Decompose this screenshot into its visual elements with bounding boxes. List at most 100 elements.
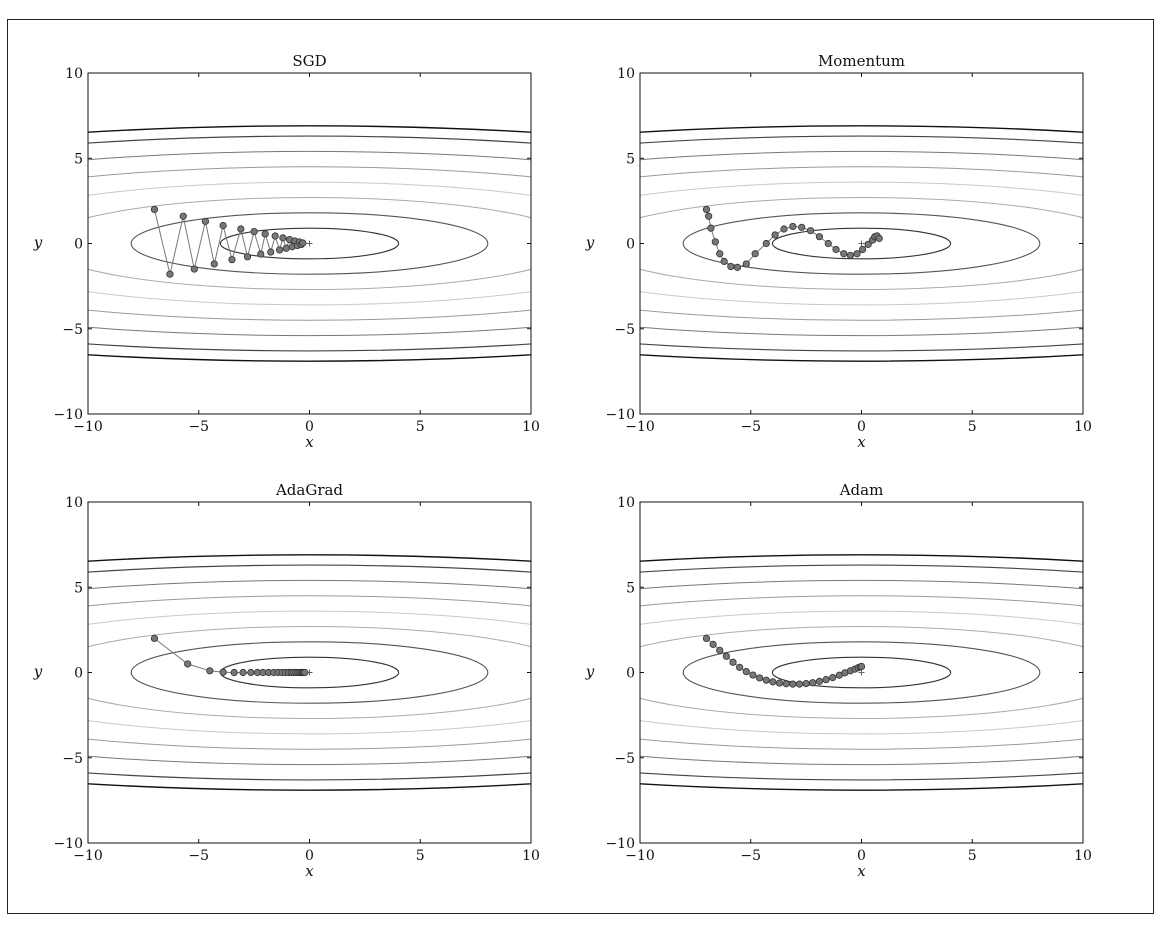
path-point (751, 250, 759, 258)
contour-level (682, 212, 1041, 275)
y-tick-label: −5 (62, 322, 83, 338)
contour-lines (88, 125, 531, 362)
path-point (201, 217, 209, 225)
y-axis-label: y (33, 663, 43, 681)
path-point (206, 667, 214, 675)
optimizer-path-line (706, 209, 880, 268)
path-point (727, 262, 735, 271)
contour-level (640, 625, 1083, 720)
y-tick-label: 10 (617, 495, 635, 511)
x-axis-label: x (857, 433, 866, 451)
path-point (789, 680, 797, 688)
path-point (279, 234, 287, 242)
contour-level (640, 166, 1083, 321)
y-tick-label: 0 (74, 237, 83, 253)
path-point (729, 658, 737, 666)
path-point (299, 239, 307, 247)
path-point (780, 225, 788, 233)
path-point (875, 234, 883, 242)
contour-level (640, 150, 1083, 337)
path-point (247, 668, 255, 677)
contour-level (88, 595, 531, 750)
path-point (271, 232, 279, 240)
path-point (809, 679, 817, 687)
contour-level (640, 595, 1083, 750)
x-tick-label: 0 (857, 848, 866, 864)
minimum-marker (858, 669, 865, 676)
path-point (230, 668, 238, 677)
x-tick-label: 5 (968, 419, 977, 435)
path-point (257, 250, 265, 258)
path-point (707, 224, 715, 232)
path-point (798, 223, 806, 231)
path-point (239, 668, 247, 677)
path-point (762, 676, 770, 684)
panel-sgd: −10 −5 0 5 10 −10 −5 0 5 10 SGD x y (33, 52, 540, 451)
contour-level (771, 227, 952, 260)
contour-level (88, 625, 531, 720)
y-tick-label: 5 (626, 580, 635, 596)
path-point (275, 246, 284, 254)
x-tick-label: 10 (1074, 848, 1092, 864)
contour-level (640, 181, 1083, 306)
path-point (237, 225, 245, 233)
x-tick-label: −10 (625, 419, 655, 435)
panel-title: Momentum (818, 52, 905, 70)
path-point (769, 678, 777, 686)
contour-level (130, 641, 489, 704)
y-tick-label: 10 (65, 495, 83, 511)
contour-level (88, 554, 531, 791)
panel-title: AdaGrad (275, 481, 343, 499)
contour-level (88, 125, 531, 362)
path-point (219, 668, 227, 676)
path-point (150, 634, 159, 643)
path-point (846, 251, 855, 260)
path-point (832, 245, 840, 254)
x-tick-label: 10 (1074, 419, 1092, 435)
path-point (742, 668, 750, 676)
path-point (282, 244, 290, 252)
x-tick-label: −10 (625, 848, 655, 864)
y-tick-label: −10 (53, 407, 83, 423)
path-point (267, 248, 275, 256)
x-tick-label: 5 (416, 419, 425, 435)
contour-lines (640, 554, 1083, 791)
path-point (771, 231, 779, 239)
contour-level (88, 196, 531, 291)
contour-level (640, 564, 1083, 781)
panel-title: SGD (292, 52, 326, 70)
x-tick-label: 10 (522, 419, 540, 435)
contour-level (88, 150, 531, 337)
y-tick-label: 10 (617, 66, 635, 82)
panel-adagrad: −10 −5 0 5 10 −10 −5 0 5 10 AdaGrad x y (33, 481, 540, 880)
path-point (150, 205, 159, 213)
path-point (824, 239, 832, 248)
path-point (301, 668, 309, 677)
path-point (250, 227, 258, 236)
path-point (806, 227, 815, 235)
figure-frame: −10 −5 0 5 10 −10 −5 0 5 10 SGD x y −10 −5 0 5 10 −10 −5 0 5 1… (7, 19, 1154, 914)
x-tick-label: 5 (416, 848, 425, 864)
path-point (702, 205, 711, 213)
contour-level (88, 166, 531, 321)
contour-lines (640, 125, 1083, 362)
y-tick-label: −5 (614, 751, 635, 767)
path-point (840, 250, 848, 258)
contour-level (88, 610, 531, 735)
path-point (709, 640, 717, 648)
path-point (705, 212, 713, 220)
x-tick-label: 0 (305, 419, 314, 435)
y-tick-label: 5 (74, 151, 83, 167)
path-point (261, 230, 269, 238)
path-point (756, 674, 764, 682)
x-axis-label: x (305, 862, 314, 880)
path-point (190, 265, 198, 273)
x-axis-label: x (305, 433, 314, 451)
path-point (815, 677, 824, 685)
path-point (166, 270, 174, 278)
y-tick-label: −10 (53, 836, 83, 852)
optimizer-path-line (154, 638, 305, 673)
path-point (711, 238, 719, 246)
path-point (782, 680, 790, 688)
y-tick-label: −5 (614, 322, 635, 338)
